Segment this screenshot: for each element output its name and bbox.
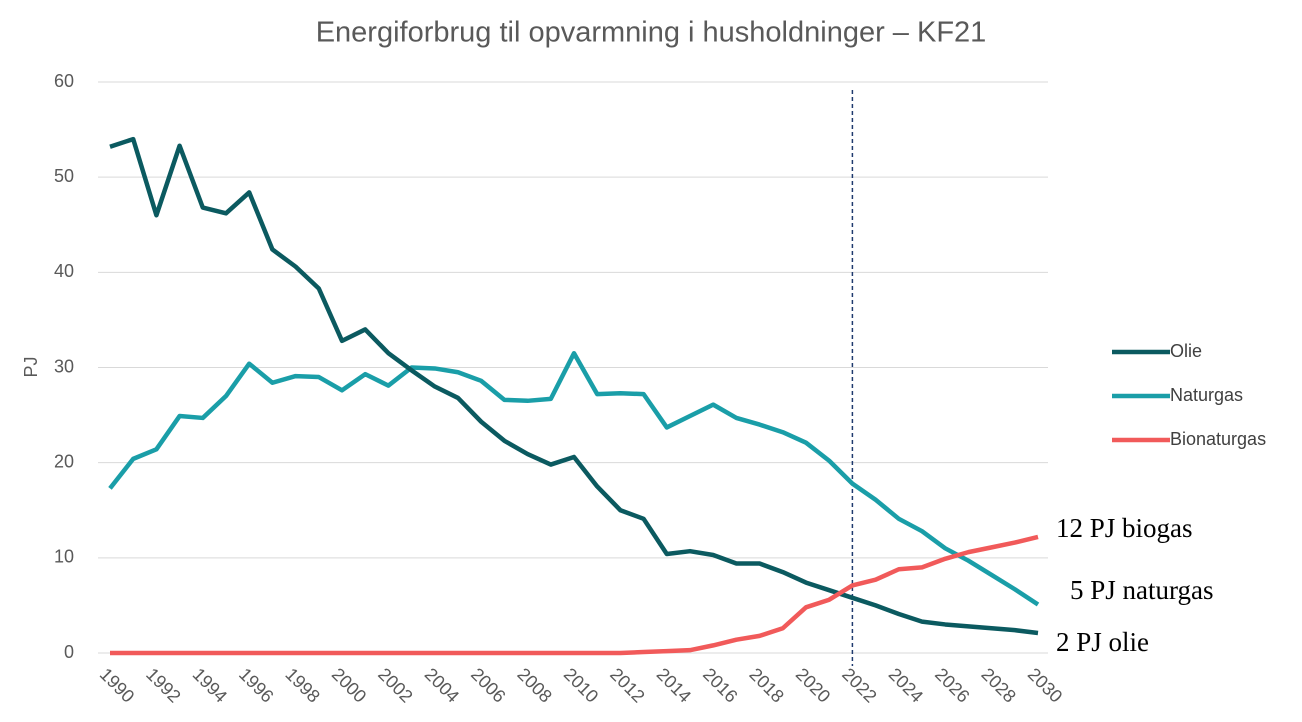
legend-label: Bionaturgas xyxy=(1170,429,1266,449)
y-tick-label: 30 xyxy=(54,356,74,376)
y-tick-label: 40 xyxy=(54,261,74,281)
x-tick-label: 2018 xyxy=(745,664,787,706)
annotation: 2 PJ olie xyxy=(1056,627,1149,657)
x-tick-label: 2002 xyxy=(374,664,416,706)
x-tick-label: 1992 xyxy=(142,664,184,706)
legend-label: Olie xyxy=(1170,341,1202,361)
y-tick-label: 20 xyxy=(54,451,74,471)
x-tick-label: 2004 xyxy=(421,664,463,706)
x-tick-label: 2016 xyxy=(699,664,741,706)
annotation: 5 PJ naturgas xyxy=(1070,575,1214,605)
x-tick-label: 2024 xyxy=(885,664,927,706)
series-line xyxy=(110,534,1039,656)
x-tick-label: 2008 xyxy=(513,664,555,706)
x-tick-label: 1990 xyxy=(96,664,138,706)
x-tick-label: 2026 xyxy=(931,664,973,706)
chart-title: Energiforbrug til opvarmning i husholdni… xyxy=(316,17,987,49)
x-tick-label: 2022 xyxy=(838,664,880,706)
y-axis-label: PJ xyxy=(21,356,41,377)
y-tick-label: 50 xyxy=(54,166,74,186)
legend-label: Naturgas xyxy=(1170,385,1243,405)
y-tick-label: 0 xyxy=(64,642,74,662)
x-tick-label: 1996 xyxy=(235,664,277,706)
y-tick-label: 10 xyxy=(54,547,74,567)
x-tick-label: 2012 xyxy=(606,664,648,706)
x-tick-label: 2028 xyxy=(977,664,1019,706)
x-tick-label: 2020 xyxy=(792,664,834,706)
x-tick-label: 1998 xyxy=(281,664,323,706)
annotation: 12 PJ biogas xyxy=(1056,513,1193,543)
x-tick-label: 2000 xyxy=(328,664,370,706)
x-tick-label: 1994 xyxy=(189,664,231,706)
x-tick-label: 2030 xyxy=(1024,664,1066,706)
series-line xyxy=(109,136,1039,636)
x-tick-label: 2014 xyxy=(653,664,695,706)
x-tick-label: 2010 xyxy=(560,664,602,706)
y-tick-label: 60 xyxy=(54,71,74,91)
series-line xyxy=(108,350,1040,607)
x-tick-label: 2006 xyxy=(467,664,509,706)
